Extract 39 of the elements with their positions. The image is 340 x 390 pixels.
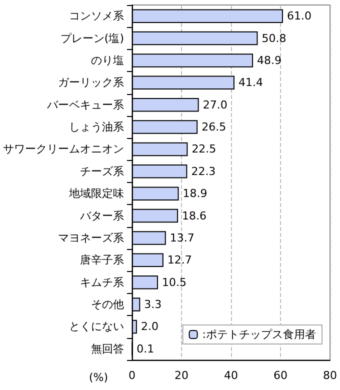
x-tick-label: 60	[274, 369, 288, 382]
data-label: 27.0	[202, 98, 228, 112]
x-tick-label: 80	[323, 369, 337, 382]
x-tick-label: 40	[224, 369, 238, 382]
y-tick-label: 無回答	[91, 342, 124, 356]
data-label: 61.0	[286, 10, 312, 23]
y-tick-label: 唐辛子系	[80, 254, 124, 267]
y-tick-label: マヨネーズ系	[58, 231, 124, 244]
y-tick-label: コンソメ系	[69, 10, 124, 23]
x-axis-title: (%)	[88, 371, 108, 384]
y-tick-label: のり塩	[91, 54, 124, 67]
data-label: 50.8	[262, 32, 286, 45]
y-tick-label: バター系	[79, 209, 124, 222]
y-tick-label: サワークリームオニオン	[3, 142, 124, 156]
data-label: 2.0	[140, 320, 158, 334]
data-label: 10.5	[162, 276, 186, 289]
data-label: 3.3	[144, 298, 162, 312]
y-tick-label: ガーリック系	[58, 76, 124, 90]
data-label: 12.7	[167, 254, 192, 267]
x-tick-label: 0	[128, 369, 136, 382]
data-label: 26.5	[202, 120, 226, 134]
y-tick-label: プレーン(塩)	[60, 32, 124, 45]
y-tick-label: とくにない	[69, 320, 124, 334]
data-label: 48.9	[257, 54, 282, 67]
data-label: 13.7	[170, 231, 194, 244]
data-label: 18.6	[182, 209, 207, 222]
y-tick-label: しょう油系	[69, 120, 124, 134]
data-label: 22.5	[192, 142, 216, 156]
y-tick-label: 地域限定味	[68, 187, 124, 200]
y-tick-label: キムチ系	[80, 276, 124, 289]
data-label: 22.3	[191, 164, 216, 178]
y-tick-label: バーベキュー系	[46, 98, 124, 112]
y-tick-label: その他	[91, 298, 124, 312]
data-label: 0.1	[136, 342, 154, 356]
data-label: 18.9	[182, 187, 208, 200]
legend-label: :ポテトチップス食用者	[202, 328, 316, 341]
y-tick-label: チーズ系	[80, 164, 124, 178]
x-tick-label: 20	[174, 369, 188, 382]
data-label: 41.4	[238, 76, 263, 90]
